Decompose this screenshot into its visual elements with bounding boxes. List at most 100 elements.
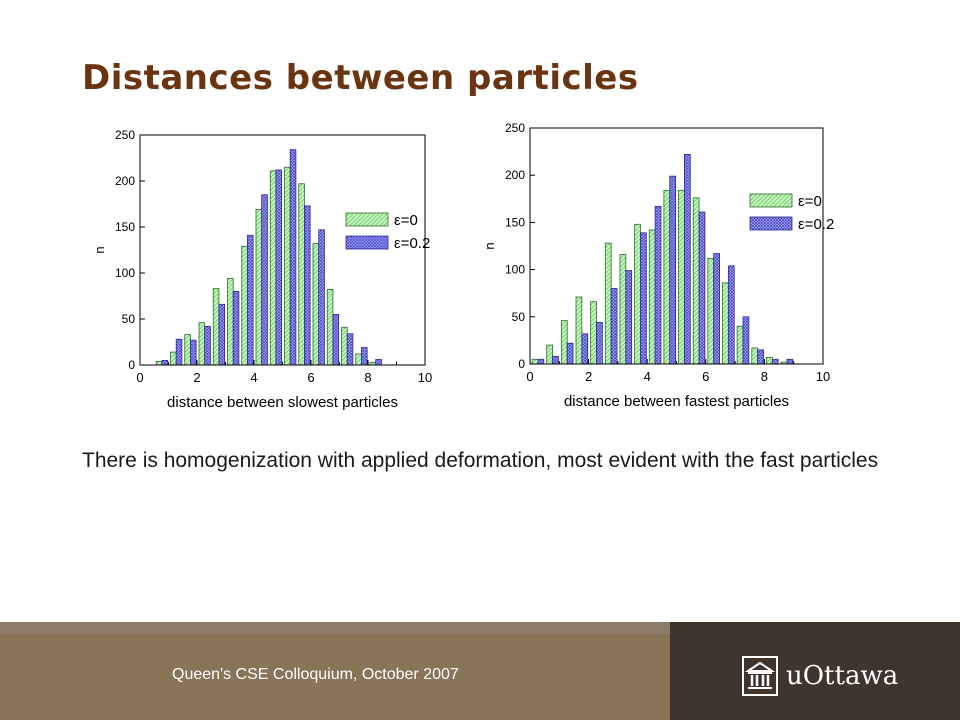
bar-eps0-2 — [560, 320, 568, 365]
bar-eps02-9 — [669, 175, 677, 365]
legend-swatch-eps02 — [749, 216, 793, 231]
bar-eps0-11 — [312, 243, 320, 366]
bar-eps02-1 — [175, 338, 183, 366]
legend-label-eps0: ε=0 — [394, 212, 418, 229]
x-tick-label: 10 — [816, 369, 830, 384]
y-tick-label: 200 — [505, 168, 525, 182]
chart-svg: 0 50 100 150 200 250 0 2 4 6 8 10 distance between f… — [482, 121, 834, 410]
bar-eps0-13 — [341, 326, 348, 366]
bar-eps0-1 — [170, 351, 177, 366]
logo-text: uOttawa — [786, 661, 899, 691]
y-tick-label: 50 — [512, 310, 526, 324]
bar-eps0-7 — [255, 209, 263, 366]
y-tick-label: 50 — [122, 312, 136, 326]
bar-eps02-4 — [596, 322, 603, 365]
y-tick-label: 100 — [115, 266, 135, 280]
footer-bar: Queen's CSE Colloquium, October 2007 — [0, 622, 960, 720]
histogram-fastest-particles: 0 50 100 150 200 250 0 2 4 6 8 10 distance between f… — [465, 112, 860, 424]
bar-eps0-0 — [155, 360, 163, 366]
x-tick-label: 4 — [250, 370, 257, 385]
bar-eps0-11 — [692, 197, 700, 365]
footer-accent-strip — [0, 622, 670, 634]
bar-eps02-0 — [161, 359, 169, 366]
plot-frame — [529, 127, 824, 365]
slide-title: Distances between particles — [82, 58, 639, 98]
bar-eps0-3 — [575, 296, 583, 365]
university-building-icon — [742, 656, 778, 696]
x-tick-label: 0 — [136, 370, 143, 385]
y-tick-label: 0 — [518, 357, 525, 371]
bar-eps0-4 — [590, 301, 597, 365]
bar-eps02-2 — [566, 342, 574, 365]
bar-eps02-11 — [698, 211, 706, 365]
bar-eps02-7 — [261, 194, 268, 366]
plot-frame — [139, 134, 426, 366]
x-tick-label: 0 — [526, 369, 533, 384]
bar-eps0-8 — [648, 229, 656, 365]
bar-eps0-15 — [751, 347, 759, 365]
bar-eps0-6 — [241, 245, 248, 366]
y-tick-label: 100 — [505, 263, 525, 277]
bar-eps0-3 — [198, 322, 206, 366]
bar-eps0-14 — [355, 353, 362, 366]
bar-eps02-6 — [247, 234, 254, 366]
y-tick-label: 250 — [115, 128, 135, 142]
x-tick-label: 6 — [307, 370, 314, 385]
bar-eps02-0 — [537, 358, 545, 365]
bar-eps0-10 — [298, 183, 305, 366]
footer-text: Queen's CSE Colloquium, October 2007 — [172, 666, 459, 683]
legend-swatch-eps0 — [749, 193, 793, 208]
bar-eps02-2 — [190, 339, 197, 366]
legend-label-eps02: ε=0.2 — [394, 235, 430, 252]
bar-eps0-12 — [326, 289, 334, 366]
bar-eps02-3 — [204, 325, 211, 366]
bar-eps0-8 — [269, 170, 277, 366]
bar-eps02-5 — [610, 288, 618, 365]
bar-eps0-9 — [284, 166, 291, 366]
legend-label-eps0: ε=0 — [798, 193, 822, 210]
bar-eps0-1 — [546, 344, 553, 365]
x-tick-label: 10 — [418, 370, 432, 385]
bar-eps02-15 — [757, 349, 764, 365]
bar-eps02-8 — [275, 169, 283, 366]
bar-eps02-17 — [786, 358, 794, 365]
y-axis-label: n — [92, 246, 107, 253]
bar-eps02-7 — [640, 232, 647, 365]
bar-eps0-12 — [707, 257, 715, 365]
bar-eps02-13 — [727, 265, 735, 365]
bar-eps02-12 — [713, 253, 720, 365]
bar-eps02-3 — [581, 333, 589, 365]
bar-eps02-1 — [552, 356, 559, 365]
bar-eps0-6 — [619, 254, 627, 365]
bar-eps02-9 — [289, 149, 297, 366]
x-tick-label: 6 — [702, 369, 709, 384]
bar-eps0-0 — [531, 358, 539, 365]
y-tick-label: 250 — [505, 121, 525, 135]
bar-eps02-14 — [361, 347, 368, 366]
x-tick-label: 2 — [193, 370, 200, 385]
y-tick-label: 150 — [505, 215, 525, 229]
x-tick-label: 2 — [585, 369, 592, 384]
bar-eps0-5 — [604, 242, 612, 365]
footer-left-panel — [0, 634, 670, 720]
bar-eps0-16 — [766, 356, 773, 365]
y-tick-label: 200 — [115, 174, 135, 188]
legend-label-eps02: ε=0.2 — [798, 216, 834, 233]
bar-eps02-10 — [304, 205, 311, 366]
y-axis-label: n — [482, 242, 497, 249]
bar-eps0-2 — [184, 334, 191, 366]
x-tick-label: 4 — [644, 369, 651, 384]
bar-eps0-13 — [722, 282, 729, 365]
bar-eps0-4 — [212, 288, 220, 366]
uottawa-logo: uOttawa — [742, 656, 898, 696]
slide-body-text: There is homogenization with applied def… — [82, 449, 879, 472]
bar-eps02-10 — [684, 154, 691, 365]
bar-eps02-5 — [232, 290, 240, 366]
bar-eps02-13 — [346, 333, 354, 366]
bar-eps02-12 — [332, 313, 340, 366]
bar-eps02-14 — [742, 316, 750, 365]
bar-eps0-10 — [678, 189, 685, 365]
legend-swatch-eps02 — [345, 235, 389, 250]
y-tick-label: 0 — [128, 358, 135, 372]
x-tick-label: 8 — [364, 370, 371, 385]
